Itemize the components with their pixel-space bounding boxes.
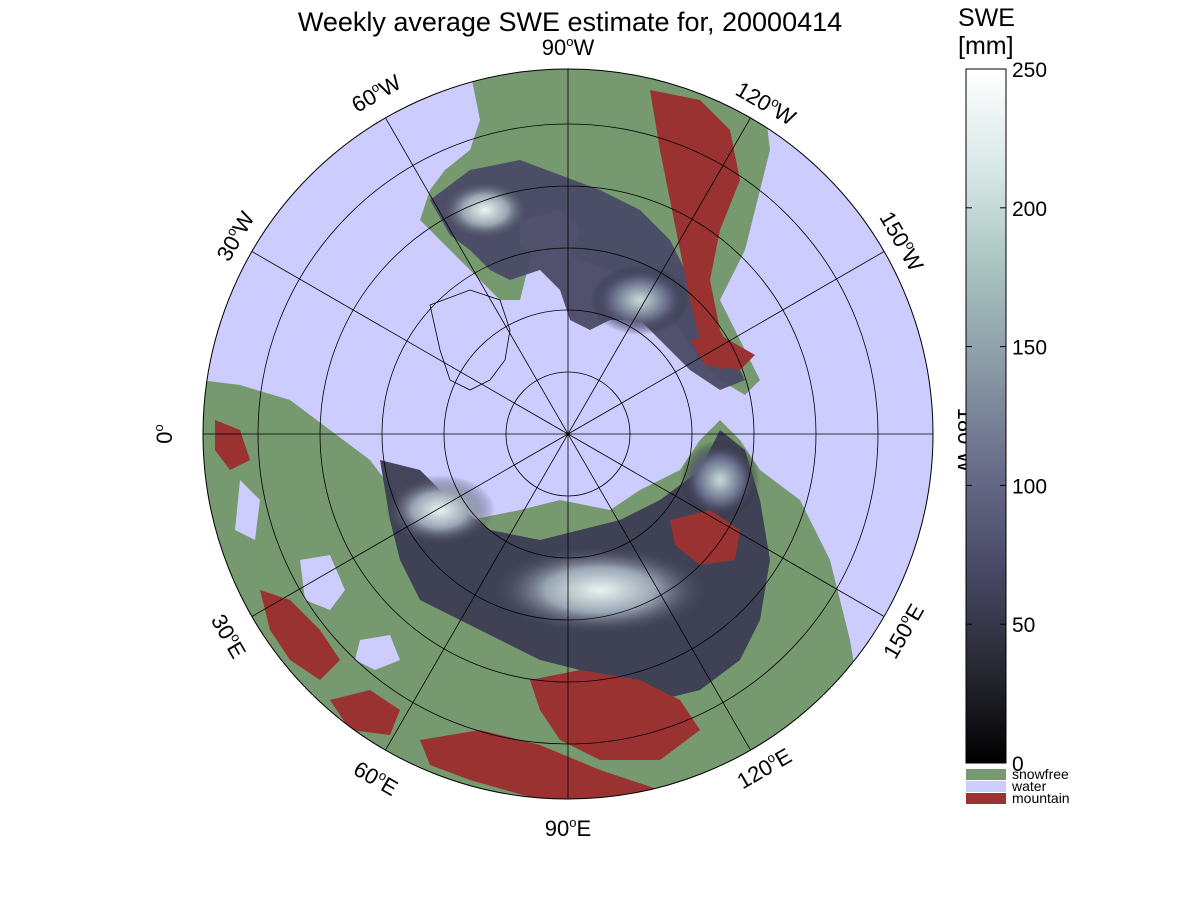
legend-swatch-mountain — [966, 793, 1006, 804]
colorbar-title-line2: [mm] — [958, 32, 1014, 60]
mountain-iberia — [215, 420, 250, 470]
lon-label-90w-text: 90oW — [542, 34, 595, 60]
lon-label-60w-text: 60oW — [347, 69, 406, 118]
arctic-ocean — [505, 385, 680, 500]
graticule — [203, 69, 933, 799]
baltic-sea — [300, 555, 345, 610]
black-sea — [355, 635, 400, 670]
colorbar-tick-label: 50 — [1012, 614, 1035, 637]
colorbar-tick-label: 0 — [1012, 753, 1024, 776]
lon-label-60w: 60oW — [347, 69, 406, 118]
mountain-central-asia — [530, 670, 700, 760]
mountain-east-siberia — [670, 510, 740, 565]
mountain-rockies — [650, 90, 740, 370]
colorbar-title-line1: SWE — [958, 4, 1015, 32]
land-greenland — [429, 289, 511, 391]
legend-swatch-water — [966, 781, 1006, 792]
plot-title: Weekly average SWE estimate for, 2000041… — [297, 7, 843, 37]
colorbar-tick-label: 150 — [1012, 337, 1047, 360]
snow-peak-siberia — [490, 545, 710, 635]
lon-label-60e-text: 60oE — [349, 755, 402, 801]
legend-label-mountain: mountain — [1012, 790, 1070, 806]
colorbar-title: SWE [mm] — [958, 4, 1015, 60]
lon-label-90e-text: 90oE — [545, 815, 591, 841]
lon-label-0-text: 0o — [151, 424, 177, 443]
mountain-caucasus — [330, 690, 400, 735]
colorbar-tick-label: 200 — [1012, 198, 1047, 221]
colorbar-tick-label: 250 — [1012, 59, 1047, 82]
mountain-alps — [260, 590, 340, 680]
legend-label-snowfree: snowfree — [1012, 766, 1069, 782]
meridian-150w-30e — [251, 251, 885, 617]
colorbar-bar — [965, 68, 1007, 764]
mediterranean-sea — [235, 480, 260, 540]
mountain-himalaya — [420, 730, 660, 799]
snow-peak-east-siberia — [680, 440, 760, 520]
lon-label-0: 0o — [151, 424, 177, 443]
lon-label-90w: 90oW — [542, 34, 595, 60]
snow-peak-quebec — [440, 180, 530, 240]
colorbar-ticks: 0 50 100 150 200 250 — [966, 59, 1047, 776]
map-border — [202, 68, 934, 800]
lon-label-90e: 90oE — [545, 815, 591, 841]
colorbar: 0 50 100 150 200 250 snowfree water mountain — [965, 59, 1070, 806]
colorbar-tick-label: 100 — [1012, 475, 1047, 498]
lon-label-60e: 60oE — [349, 755, 402, 801]
lon-label-30e: 30oE — [206, 609, 252, 663]
snow-peak-scandinavia — [385, 475, 495, 545]
lon-label-30e-text: 30oE — [206, 609, 252, 662]
mountain-areas — [215, 90, 755, 799]
legend-label-water: water — [1011, 778, 1047, 794]
legend-swatch-snowfree — [966, 769, 1006, 780]
snow-peak-canada-west — [590, 265, 690, 335]
